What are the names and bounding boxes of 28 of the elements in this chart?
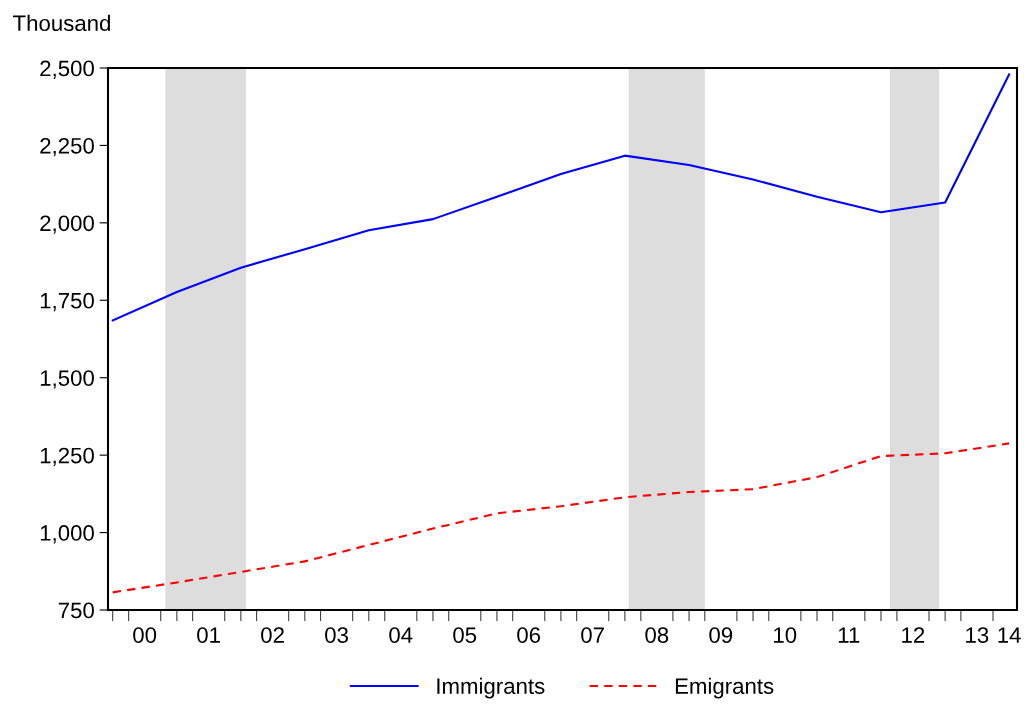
x-tick-label: 12 [902, 627, 925, 643]
x-tick-label: 03 [325, 627, 348, 643]
y-tick-label: 2,500 [40, 60, 94, 79]
x-tick-label: 01 [197, 627, 220, 643]
line-series [111, 73, 1011, 322]
x-tick-label: 02 [261, 627, 284, 643]
y-tick-label: 1,250 [40, 447, 94, 467]
x-tick-label: 06 [517, 627, 541, 643]
x-tick-label: 04 [389, 627, 413, 643]
y-tick-label: 750 [58, 602, 94, 619]
y-tick-label: 1,750 [40, 292, 94, 312]
x-tick-label: 10 [774, 627, 797, 643]
x-tick-label: 07 [581, 627, 604, 643]
y-tick-label: 2,250 [40, 137, 94, 157]
legend-label: Immigrants [437, 677, 545, 699]
legend-label: Emigrants [675, 677, 774, 699]
y-tick-label: 1,500 [40, 370, 94, 389]
x-tick-label: 14 [998, 627, 1021, 643]
y-axis-title: Thousand [13, 14, 110, 32]
x-tick-label: 00 [133, 627, 157, 643]
x-tick-label: 08 [645, 627, 669, 643]
x-tick-label: 05 [453, 627, 477, 643]
y-tick-label: 1,000 [40, 525, 94, 544]
x-tick-label: 13 [966, 627, 989, 643]
y-tick-label: 2,000 [40, 215, 94, 234]
x-tick-label: 09 [709, 627, 733, 643]
line-series [111, 442, 1011, 594]
x-tick-label: 11 [838, 627, 860, 643]
